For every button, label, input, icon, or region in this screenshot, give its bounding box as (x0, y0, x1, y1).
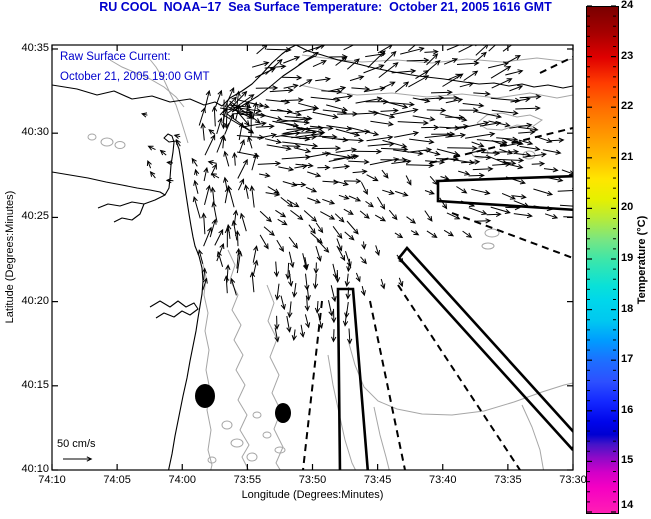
x-tick-label: 73:55 (233, 474, 262, 486)
y-tick-label: 40:30 (21, 126, 49, 139)
y-tick-label: 40:20 (21, 294, 49, 307)
colorbar-tick-label: 23 (621, 49, 634, 62)
colorbar-tick-label: 15 (621, 454, 634, 467)
colorbar-tick-label: 21 (621, 150, 634, 163)
colorbar-tick-label: 14 (621, 499, 634, 511)
x-tick-label: 73:35 (494, 474, 522, 486)
y-axis-label: Latitude (Degrees:Minutes) (4, 190, 16, 324)
x-axis-label: Longitude (Degrees:Minutes) (241, 489, 384, 501)
y-tick-label: 40:35 (21, 41, 49, 54)
plot-border (51, 44, 574, 471)
survey-track-polygons-layer (336, 174, 573, 470)
colorbar (586, 6, 619, 514)
y-tick-label: 40:25 (21, 210, 49, 223)
x-tick-label: 74:00 (168, 474, 197, 486)
plot-title: RU COOL NOAA–17 Sea Surface Temperature:… (99, 0, 552, 14)
x-tick-label: 74:10 (38, 474, 66, 486)
colorbar-tick-label: 20 (621, 201, 634, 214)
x-tick-label: 74:05 (103, 474, 131, 486)
dashed-sector-lines-layer (302, 56, 573, 470)
axis-ticks-layer (51, 45, 574, 471)
colorbar-tick-label: 18 (621, 302, 634, 315)
colorbar-label: Temperature (°C) (636, 215, 648, 305)
y-tick-label: 40:10 (21, 463, 49, 475)
coastlines-layer (52, 45, 573, 470)
annotation-current-datetime: October 21, 2005 19:00 GMT (60, 71, 210, 83)
colorbar-tick-label: 16 (621, 403, 634, 416)
x-tick-label: 73:50 (298, 474, 327, 486)
station-dots-layer (195, 384, 291, 423)
x-tick-label: 73:30 (559, 474, 587, 486)
colorbar-tick-label: 22 (621, 100, 634, 113)
y-tick-label: 40:15 (21, 378, 49, 391)
bathymetry-contours-layer (87, 54, 573, 470)
colorbar-tick-label: 24 (621, 0, 634, 11)
colorbar-tick-label: 19 (621, 252, 634, 264)
annotation-current-label: Raw Surface Current: (60, 51, 171, 63)
scale-arrow-label: 50 cm/s (57, 438, 96, 450)
x-tick-label: 73:40 (428, 474, 457, 486)
x-tick-label: 73:45 (363, 474, 392, 486)
colorbar-tick-label: 17 (621, 353, 634, 366)
